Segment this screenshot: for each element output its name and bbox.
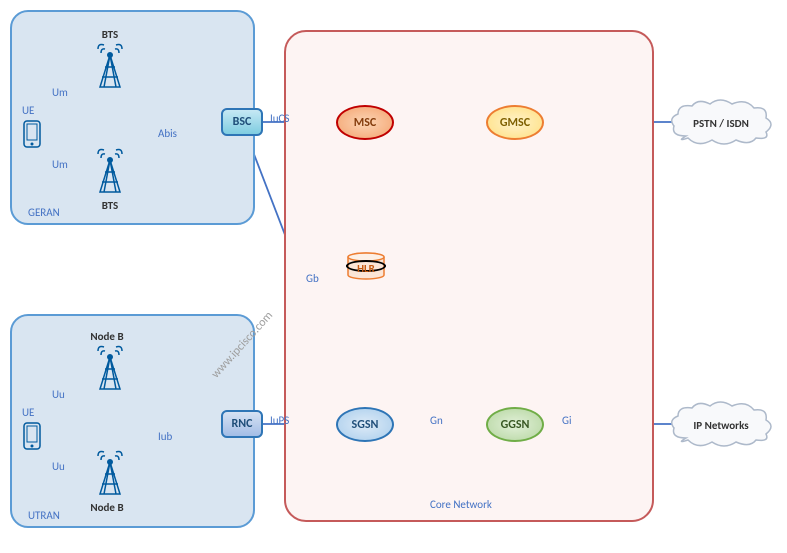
ip-cloud: IP Networks	[666, 400, 776, 450]
ue-utran: UE	[22, 406, 42, 456]
hlr-node: HLR	[346, 252, 386, 280]
nodeb-label: Node B	[86, 330, 128, 343]
tower-icon	[92, 41, 128, 89]
core-title: Core Network	[430, 498, 492, 511]
phone-icon	[22, 421, 42, 451]
cloud-label: PSTN / ISDN	[693, 117, 749, 130]
label-um1: Um	[52, 86, 68, 99]
label-gb: Gb	[306, 272, 319, 285]
label-iups: IuPS	[270, 414, 289, 427]
cloud-label: IP Networks	[693, 419, 748, 432]
bts-tower-1: BTS	[92, 28, 128, 94]
ggsn-node: GGSN	[486, 407, 544, 442]
pstn-cloud: PSTN / ISDN	[666, 98, 776, 148]
tower-icon	[92, 146, 128, 194]
bts-tower-2: BTS	[92, 146, 128, 212]
phone-icon	[22, 119, 42, 149]
label-gi: Gi	[562, 414, 571, 427]
ue-label: UE	[22, 104, 42, 117]
bts-label: BTS	[92, 199, 128, 212]
label-uu1: Uu	[52, 388, 65, 401]
tower-icon	[92, 343, 128, 391]
core-network-region	[284, 30, 654, 522]
label-gn: Gn	[430, 414, 443, 427]
nodeb-tower-1: Node B	[92, 330, 128, 396]
nodeb-tower-2: Node B	[92, 448, 128, 514]
hlr-label: HLR	[357, 262, 375, 275]
gmsc-node: GMSC	[486, 105, 544, 140]
nodeb-label: Node B	[86, 501, 128, 514]
utran-title: UTRAN	[28, 509, 60, 522]
label-iucs: IuCS	[270, 112, 289, 125]
msc-node: MSC	[336, 105, 394, 140]
label-um2: Um	[52, 158, 68, 171]
geran-title: GERAN	[28, 206, 60, 219]
geran-region	[10, 10, 255, 225]
ue-label: UE	[22, 406, 42, 419]
sgsn-node: SGSN	[336, 407, 394, 442]
bts-label: BTS	[92, 28, 128, 41]
rnc-node: RNC	[221, 410, 263, 438]
label-uu2: Uu	[52, 460, 65, 473]
tower-icon	[92, 448, 128, 496]
label-iub: Iub	[158, 430, 172, 443]
bsc-node: BSC	[221, 108, 263, 136]
ue-geran: UE	[22, 104, 42, 154]
label-abis: Abis	[158, 127, 177, 140]
utran-region	[10, 314, 255, 528]
